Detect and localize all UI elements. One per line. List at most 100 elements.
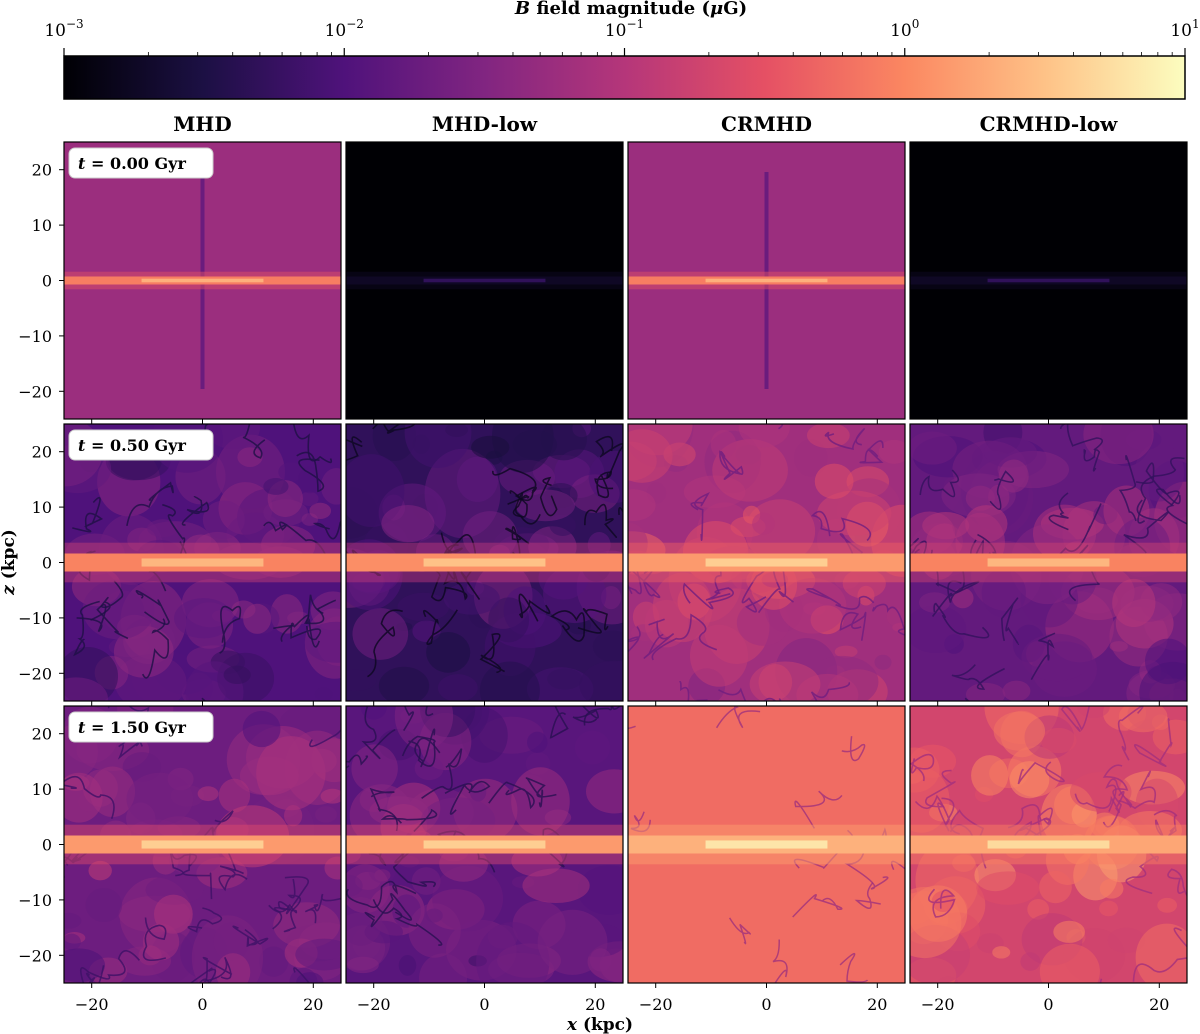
field-structure: [314, 687, 333, 701]
field-structure: [628, 489, 656, 521]
field-filament: [1135, 462, 1180, 507]
field-structure: [586, 769, 623, 814]
colorbar-tick-label: 100: [890, 17, 919, 41]
disk-core: [705, 278, 828, 283]
field-structure: [874, 654, 892, 670]
field-filament: [792, 894, 843, 918]
field-filament: [90, 580, 124, 621]
field-filament: [678, 681, 708, 701]
field-filament: [1137, 457, 1185, 524]
x-tick-label: 20: [303, 995, 323, 1014]
field-structure: [126, 772, 194, 826]
field-filament: [296, 451, 325, 493]
field-filament: [1123, 499, 1169, 554]
colorbar-tick-label: 101: [1170, 17, 1199, 41]
field-filament: [1060, 706, 1091, 732]
field-filament: [309, 706, 341, 748]
field-structure: [983, 437, 1038, 468]
field-structure: [411, 867, 441, 895]
field-structure: [215, 953, 251, 983]
y-tick-label: 20: [32, 443, 52, 462]
field-structure: [351, 744, 398, 793]
field-filament: [584, 503, 618, 538]
field-filament: [414, 728, 441, 768]
field-structure: [522, 868, 590, 904]
field-structure: [752, 512, 775, 535]
field-structure: [1040, 727, 1077, 754]
field-structure: [299, 491, 319, 507]
field-filament: [1167, 868, 1187, 897]
panel: [909, 705, 1188, 988]
time-badge: [68, 711, 214, 743]
field-filament: [1155, 488, 1187, 525]
field-structure: [218, 778, 251, 813]
y-tick-label: −10: [18, 891, 52, 910]
field-structure: [1139, 661, 1187, 701]
field-structure: [202, 500, 245, 539]
field-structure: [1112, 578, 1156, 628]
field-structure: [1157, 897, 1178, 913]
field-structure: [1009, 761, 1050, 799]
panel: [909, 423, 1188, 706]
field-structure: [886, 607, 905, 626]
field-structure: [306, 748, 337, 774]
x-tick-label: 0: [197, 995, 207, 1014]
field-filament: [135, 590, 170, 625]
colorbar-tick-label: 10−3: [44, 17, 83, 41]
field-structure: [273, 902, 340, 948]
field-filament: [1000, 597, 1020, 645]
field-filament: [914, 794, 955, 827]
field-filament: [1017, 761, 1065, 785]
field-structure: [145, 874, 204, 905]
field-structure: [710, 429, 737, 459]
x-tick-label: 20: [1149, 995, 1169, 1014]
field-filament: [85, 965, 105, 983]
field-structure: [834, 645, 858, 658]
field-structure: [892, 622, 905, 633]
time-label: t = 0.50 Gyr: [78, 436, 186, 455]
field-filament: [690, 492, 710, 541]
field-filament: [64, 775, 115, 819]
field-filament: [628, 626, 641, 653]
field-filament: [364, 892, 413, 928]
field-structure: [270, 594, 304, 634]
field-structure: [309, 502, 332, 519]
disk-core: [423, 840, 546, 849]
field-structure: [394, 706, 454, 750]
field-filament: [444, 780, 491, 815]
field-filament: [268, 903, 298, 933]
field-filament: [79, 950, 141, 983]
x-tick-label: −20: [75, 995, 109, 1014]
field-filament: [1074, 790, 1125, 813]
field-structure: [589, 948, 612, 972]
field-structure: [404, 424, 472, 469]
panel: [345, 705, 624, 988]
field-filament: [872, 603, 905, 636]
field-filament: [989, 470, 1015, 510]
disk-core: [141, 558, 264, 567]
field-filament: [719, 450, 744, 480]
panel: [627, 423, 906, 706]
field-filament: [202, 956, 233, 983]
field-filament: [951, 664, 1005, 690]
column-title: CRMHD: [721, 112, 812, 136]
field-structure: [346, 874, 363, 898]
field-filament: [242, 424, 266, 459]
field-filament: [728, 917, 751, 945]
field-filament: [126, 481, 174, 527]
field-structure: [910, 431, 957, 465]
field-structure: [1083, 424, 1154, 465]
field-filament: [312, 519, 341, 540]
field-structure: [320, 788, 341, 804]
field-filament: [181, 495, 210, 526]
panel: [59, 423, 342, 706]
field-filament: [293, 424, 333, 464]
disk-core: [705, 558, 828, 567]
y-tick-label: −20: [18, 946, 52, 965]
field-structure: [298, 466, 322, 494]
colorbar-label: B field magnitude (μG): [514, 0, 747, 19]
field-filament: [1134, 718, 1173, 767]
field-filament: [772, 939, 788, 983]
field-structure: [1134, 443, 1185, 502]
field-structure: [677, 583, 711, 620]
